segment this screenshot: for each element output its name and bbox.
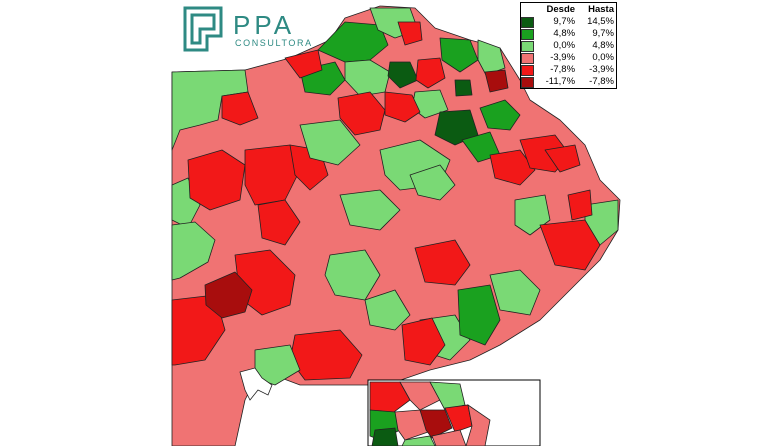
legend-from: -3,9% [550, 52, 576, 63]
legend-row: -11,7% -7,8% [521, 76, 616, 88]
legend-swatch [521, 64, 534, 76]
legend-to: -3,9% [589, 64, 614, 75]
legend-from: -11,7% [545, 76, 576, 87]
legend-row: -7,8% -3,9% [521, 64, 616, 76]
inset-map [367, 379, 541, 446]
legend-to: 0,0% [592, 52, 614, 63]
legend-swatch-header [521, 3, 535, 16]
legend-row: 9,7% 14,5% [521, 16, 616, 28]
legend-from: 4,8% [553, 28, 576, 39]
region-north-8 [415, 57, 446, 89]
legend-to: 9,7% [592, 28, 614, 39]
region-nw-red-2 [284, 49, 323, 79]
legend-swatch [521, 16, 534, 28]
region-s-red-2 [401, 317, 446, 366]
legend-row: 0,0% 4,8% [521, 40, 616, 52]
logo-brand-text: PPA [233, 10, 296, 40]
legend-from: 0,0% [553, 40, 576, 51]
legend-header-to: Hasta [588, 4, 614, 15]
region-cw-red-1 [187, 149, 246, 211]
legend-from: -7,8% [550, 64, 576, 75]
region-c-red-5 [567, 189, 593, 221]
region-c-red-1 [414, 239, 471, 286]
region-north-6 [439, 37, 479, 73]
region-e-green-1 [457, 284, 501, 346]
company-logo: PPA CONSULTORA [183, 6, 313, 52]
legend-row: -3,9% 0,0% [521, 52, 616, 64]
region-west-c [171, 221, 216, 281]
region-c-red-6 [544, 144, 581, 173]
legend-to: 4,8% [592, 40, 614, 51]
region-cw-red-4 [257, 199, 301, 246]
map-legend: Desde Hasta 9,7% 14,5% 4,8% 9,7% 0,0% 4,… [520, 2, 617, 89]
legend-row: 4,8% 9,7% [521, 28, 616, 40]
region-nw-red-3 [337, 91, 386, 136]
logo-subtitle-text: CONSULTORA [235, 38, 313, 48]
legend-swatch [521, 28, 534, 40]
legend-to: 14,5% [587, 16, 614, 27]
region-nw-red-1 [221, 91, 259, 126]
region-c-green-1 [299, 119, 361, 166]
region-c-red-2 [489, 149, 536, 186]
logo-mark-icon [183, 6, 223, 52]
legend-swatch [521, 52, 534, 64]
legend-header-from: Desde [546, 4, 576, 15]
region-north-10 [484, 69, 509, 93]
legend-swatch [521, 76, 534, 88]
region-c-green-3 [339, 189, 401, 231]
inlet-shape [239, 367, 273, 401]
region-c-red-4 [539, 219, 601, 271]
region-nw-red-4 [384, 91, 421, 123]
region-north-11 [454, 79, 473, 97]
region-c-green-7 [364, 289, 411, 331]
region-north-15 [479, 99, 521, 131]
region-west-a [171, 69, 249, 151]
region-c-green-10 [409, 164, 456, 201]
region-c-green-8 [489, 269, 541, 316]
region-north-5 [387, 61, 419, 89]
region-north-9 [397, 21, 423, 46]
legend-to: -7,8% [589, 76, 614, 87]
region-sw-darkred [204, 271, 253, 319]
legend-swatch [521, 40, 534, 52]
legend-from: 9,7% [553, 16, 576, 27]
